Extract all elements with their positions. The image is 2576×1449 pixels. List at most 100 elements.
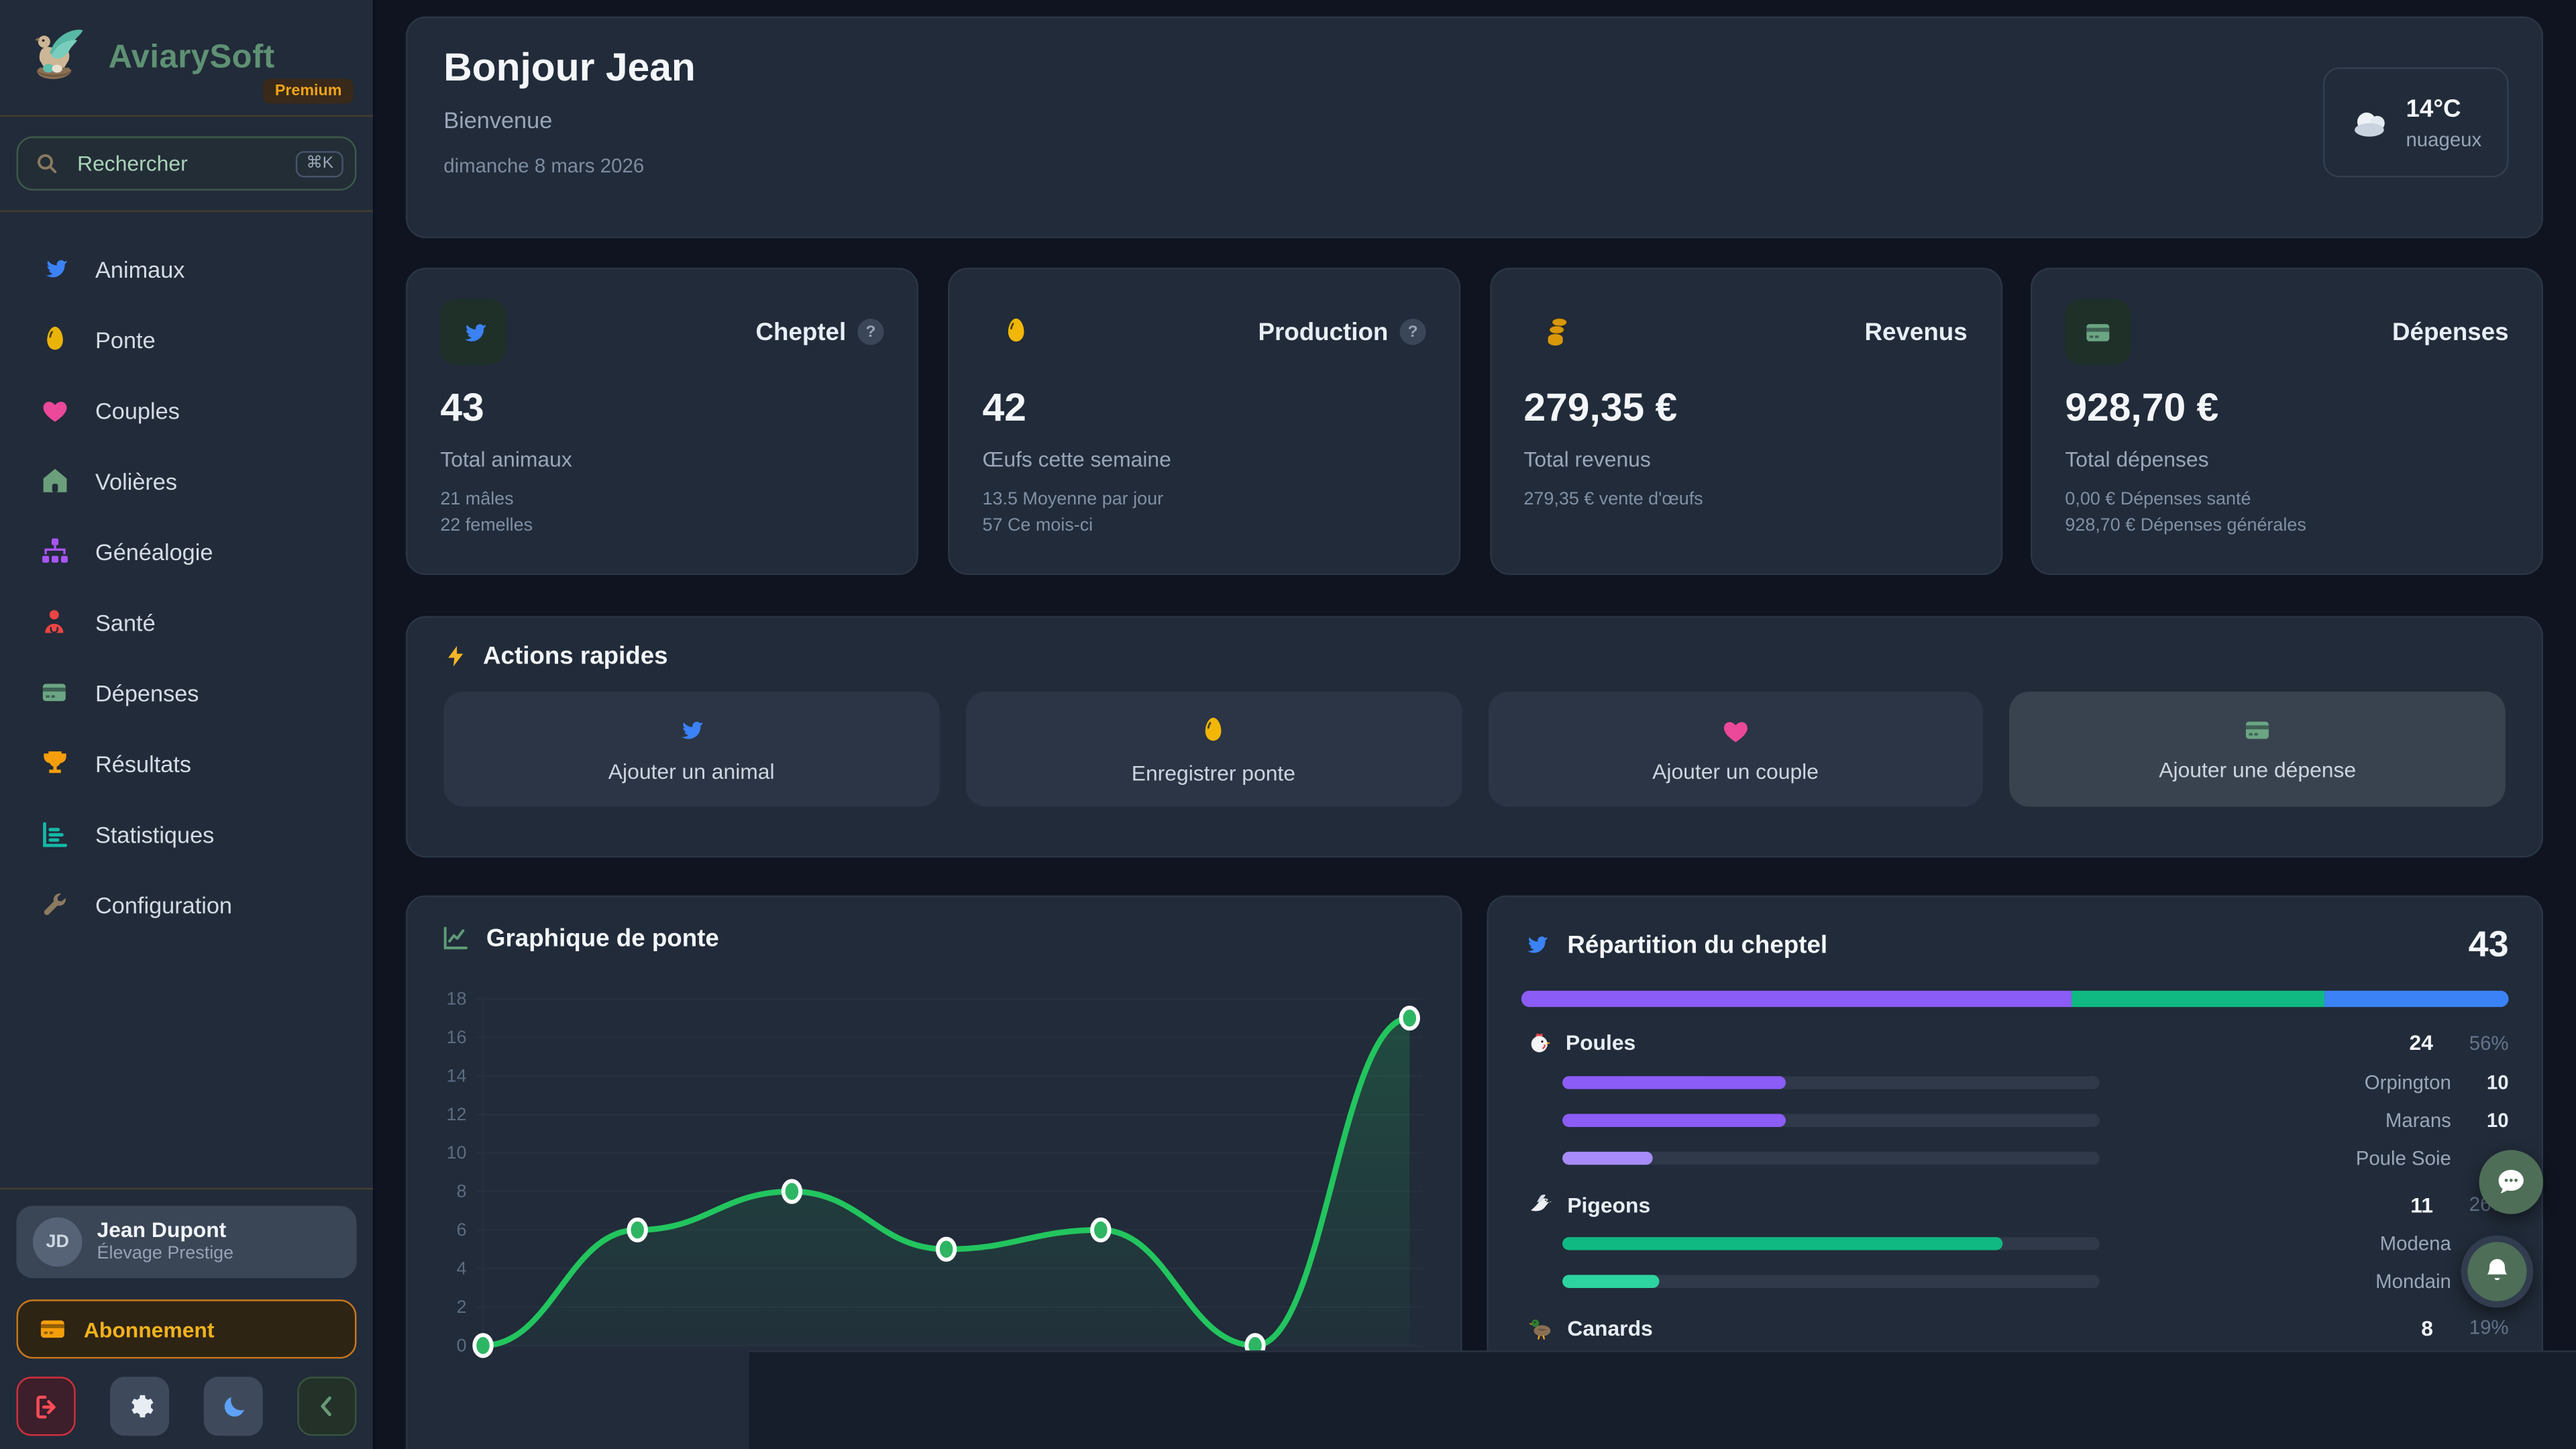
breed-name: Modena xyxy=(2100,1232,2469,1255)
svg-text:16: 16 xyxy=(447,1027,467,1047)
sidebar-item-ponte[interactable]: Ponte xyxy=(0,304,373,374)
sidebar-item-label: Configuration xyxy=(95,892,232,918)
stat-title: Revenus xyxy=(1865,318,1968,346)
trophy-icon xyxy=(38,747,70,780)
quick-actions-panel: Actions rapides Ajouter un animal Enregi… xyxy=(406,616,2543,857)
sidebar-item-label: Ponte xyxy=(95,326,156,352)
dove-icon xyxy=(1526,1191,1554,1218)
stat-card-production: Production? 42 Œufs cette semaine 13.5 M… xyxy=(948,268,1460,575)
quick-action-label: Enregistrer ponte xyxy=(1132,760,1295,785)
sidebar-item-resultats[interactable]: Résultats xyxy=(0,728,373,798)
group-name: Poules xyxy=(1566,1030,1635,1055)
logout-button[interactable] xyxy=(16,1377,75,1436)
distribution-group-pigeons: Pigeons 11 26% Modena 9 Mondain 2 xyxy=(1521,1191,2509,1293)
breed-value: 10 xyxy=(2469,1071,2509,1094)
premium-badge: Premium xyxy=(264,79,354,104)
sidebar-item-genealogie[interactable]: Généalogie xyxy=(0,516,373,586)
group-percent: 56% xyxy=(2447,1031,2509,1054)
group-name: Canards xyxy=(1567,1315,1652,1340)
stat-label: Total revenus xyxy=(1523,447,1967,472)
quick-action-label: Ajouter une dépense xyxy=(2159,757,2356,782)
help-icon[interactable]: ? xyxy=(857,319,883,345)
quick-action-enregistrer-ponte[interactable]: Enregistrer ponte xyxy=(965,692,1461,806)
subscription-label: Abonnement xyxy=(84,1317,215,1342)
doctor-icon xyxy=(38,605,70,638)
breed-value: 10 xyxy=(2469,1109,2509,1132)
egg-icon xyxy=(982,299,1048,365)
group-count: 8 xyxy=(2421,1315,2433,1340)
svg-text:10: 10 xyxy=(447,1142,467,1163)
subscription-button[interactable]: Abonnement xyxy=(16,1299,356,1358)
settings-button[interactable] xyxy=(110,1377,169,1436)
stat-label: Total animaux xyxy=(440,447,883,472)
sidebar-item-label: Résultats xyxy=(95,750,191,776)
svg-text:0: 0 xyxy=(457,1335,467,1355)
quick-action-ajouter-une-depense[interactable]: Ajouter une dépense xyxy=(2010,692,2506,806)
search-input[interactable] xyxy=(74,150,296,178)
search-section: ⌘K xyxy=(0,117,373,212)
brand-header: AviarySoft Premium xyxy=(0,0,373,117)
distribution-title: Répartition du cheptel xyxy=(1567,930,1827,959)
stat-sublabels: 0,00 € Dépenses santé928,70 € Dépenses g… xyxy=(2065,486,2508,539)
sidebar-item-label: Animaux xyxy=(95,256,184,282)
sidebar-item-animaux[interactable]: Animaux xyxy=(0,233,373,304)
sidebar-item-configuration[interactable]: Configuration xyxy=(0,869,373,940)
sidebar: AviarySoft Premium ⌘K Animaux Ponte Coup… xyxy=(0,0,374,1449)
sidebar-item-couples[interactable]: Couples xyxy=(0,374,373,445)
notifications-fab-button[interactable] xyxy=(2461,1236,2534,1308)
quick-actions-title: Actions rapides xyxy=(483,643,668,671)
egg-icon xyxy=(38,323,70,356)
distribution-segment-poules xyxy=(1521,991,2072,1007)
brand-name: AviarySoft xyxy=(109,39,275,76)
weather-widget: 14°C nuageux xyxy=(2323,67,2509,177)
stat-card-revenus: Revenus 279,35 € Total revenus 279,35 € … xyxy=(1489,268,2002,575)
search-shortcut: ⌘K xyxy=(297,150,343,176)
welcome-header: Bonjour Jean Bienvenue dimanche 8 mars 2… xyxy=(406,16,2543,238)
card-icon xyxy=(2065,299,2131,365)
laying-chart-title: Graphique de ponte xyxy=(486,924,719,953)
distribution-stacked-bar xyxy=(1521,991,2509,1007)
tree-icon xyxy=(38,535,70,568)
svg-text:14: 14 xyxy=(447,1065,467,1085)
distribution-group-poules: Poules 24 56% Orpington 10 Marans 10 Pou… xyxy=(1521,1028,2509,1170)
cloud-icon xyxy=(2350,106,2393,139)
sidebar-item-statistiques[interactable]: Statistiques xyxy=(0,798,373,869)
lightning-icon xyxy=(443,643,468,671)
coins-icon xyxy=(1523,299,1589,365)
sidebar-item-label: Volières xyxy=(95,468,177,494)
collapse-sidebar-button[interactable] xyxy=(297,1377,356,1436)
sidebar-item-volieres[interactable]: Volières xyxy=(0,445,373,516)
stat-title: Cheptel xyxy=(755,318,846,346)
stat-sublabels: 21 mâles22 femelles xyxy=(440,486,883,539)
chat-fab-button[interactable] xyxy=(2479,1150,2544,1214)
sidebar-item-label: Dépenses xyxy=(95,680,199,706)
user-card[interactable]: JD Jean Dupont Élevage Prestige xyxy=(16,1206,356,1279)
bird-icon xyxy=(1521,930,1551,959)
distribution-groups: Poules 24 56% Orpington 10 Marans 10 Pou… xyxy=(1521,1028,2509,1379)
chart-line-icon xyxy=(440,923,470,953)
distribution-segment-canards xyxy=(2325,991,2509,1007)
sidebar-menu: Animaux Ponte Couples Volières Généalogi… xyxy=(0,212,373,1188)
quick-action-ajouter-un-animal[interactable]: Ajouter un animal xyxy=(443,692,939,806)
stat-value: 279,35 € xyxy=(1523,386,1967,433)
quick-action-ajouter-un-couple[interactable]: Ajouter un couple xyxy=(1488,692,1984,806)
search-bar[interactable]: ⌘K xyxy=(16,136,356,191)
heart-icon xyxy=(1720,716,1752,745)
stat-label: Œufs cette semaine xyxy=(982,447,1426,472)
dark-mode-button[interactable] xyxy=(204,1377,263,1436)
stat-value: 928,70 € xyxy=(2065,386,2508,433)
app-root: AviarySoft Premium ⌘K Animaux Ponte Coup… xyxy=(0,0,2576,1449)
duck-icon xyxy=(1526,1314,1554,1340)
bird-icon xyxy=(440,299,506,365)
sidebar-item-depenses[interactable]: Dépenses xyxy=(0,657,373,728)
sidebar-item-sante[interactable]: Santé xyxy=(0,586,373,657)
page-title: Bonjour Jean xyxy=(443,46,2505,93)
help-icon[interactable]: ? xyxy=(1400,319,1426,345)
stats-icon xyxy=(38,817,70,850)
user-organization: Élevage Prestige xyxy=(97,1244,233,1267)
breed-row-mondain: Mondain 2 xyxy=(1521,1270,2509,1293)
quick-action-label: Ajouter un couple xyxy=(1652,758,1819,783)
sidebar-item-label: Santé xyxy=(95,608,156,635)
stat-title: Dépenses xyxy=(2392,318,2509,346)
stat-label: Total dépenses xyxy=(2065,447,2508,472)
